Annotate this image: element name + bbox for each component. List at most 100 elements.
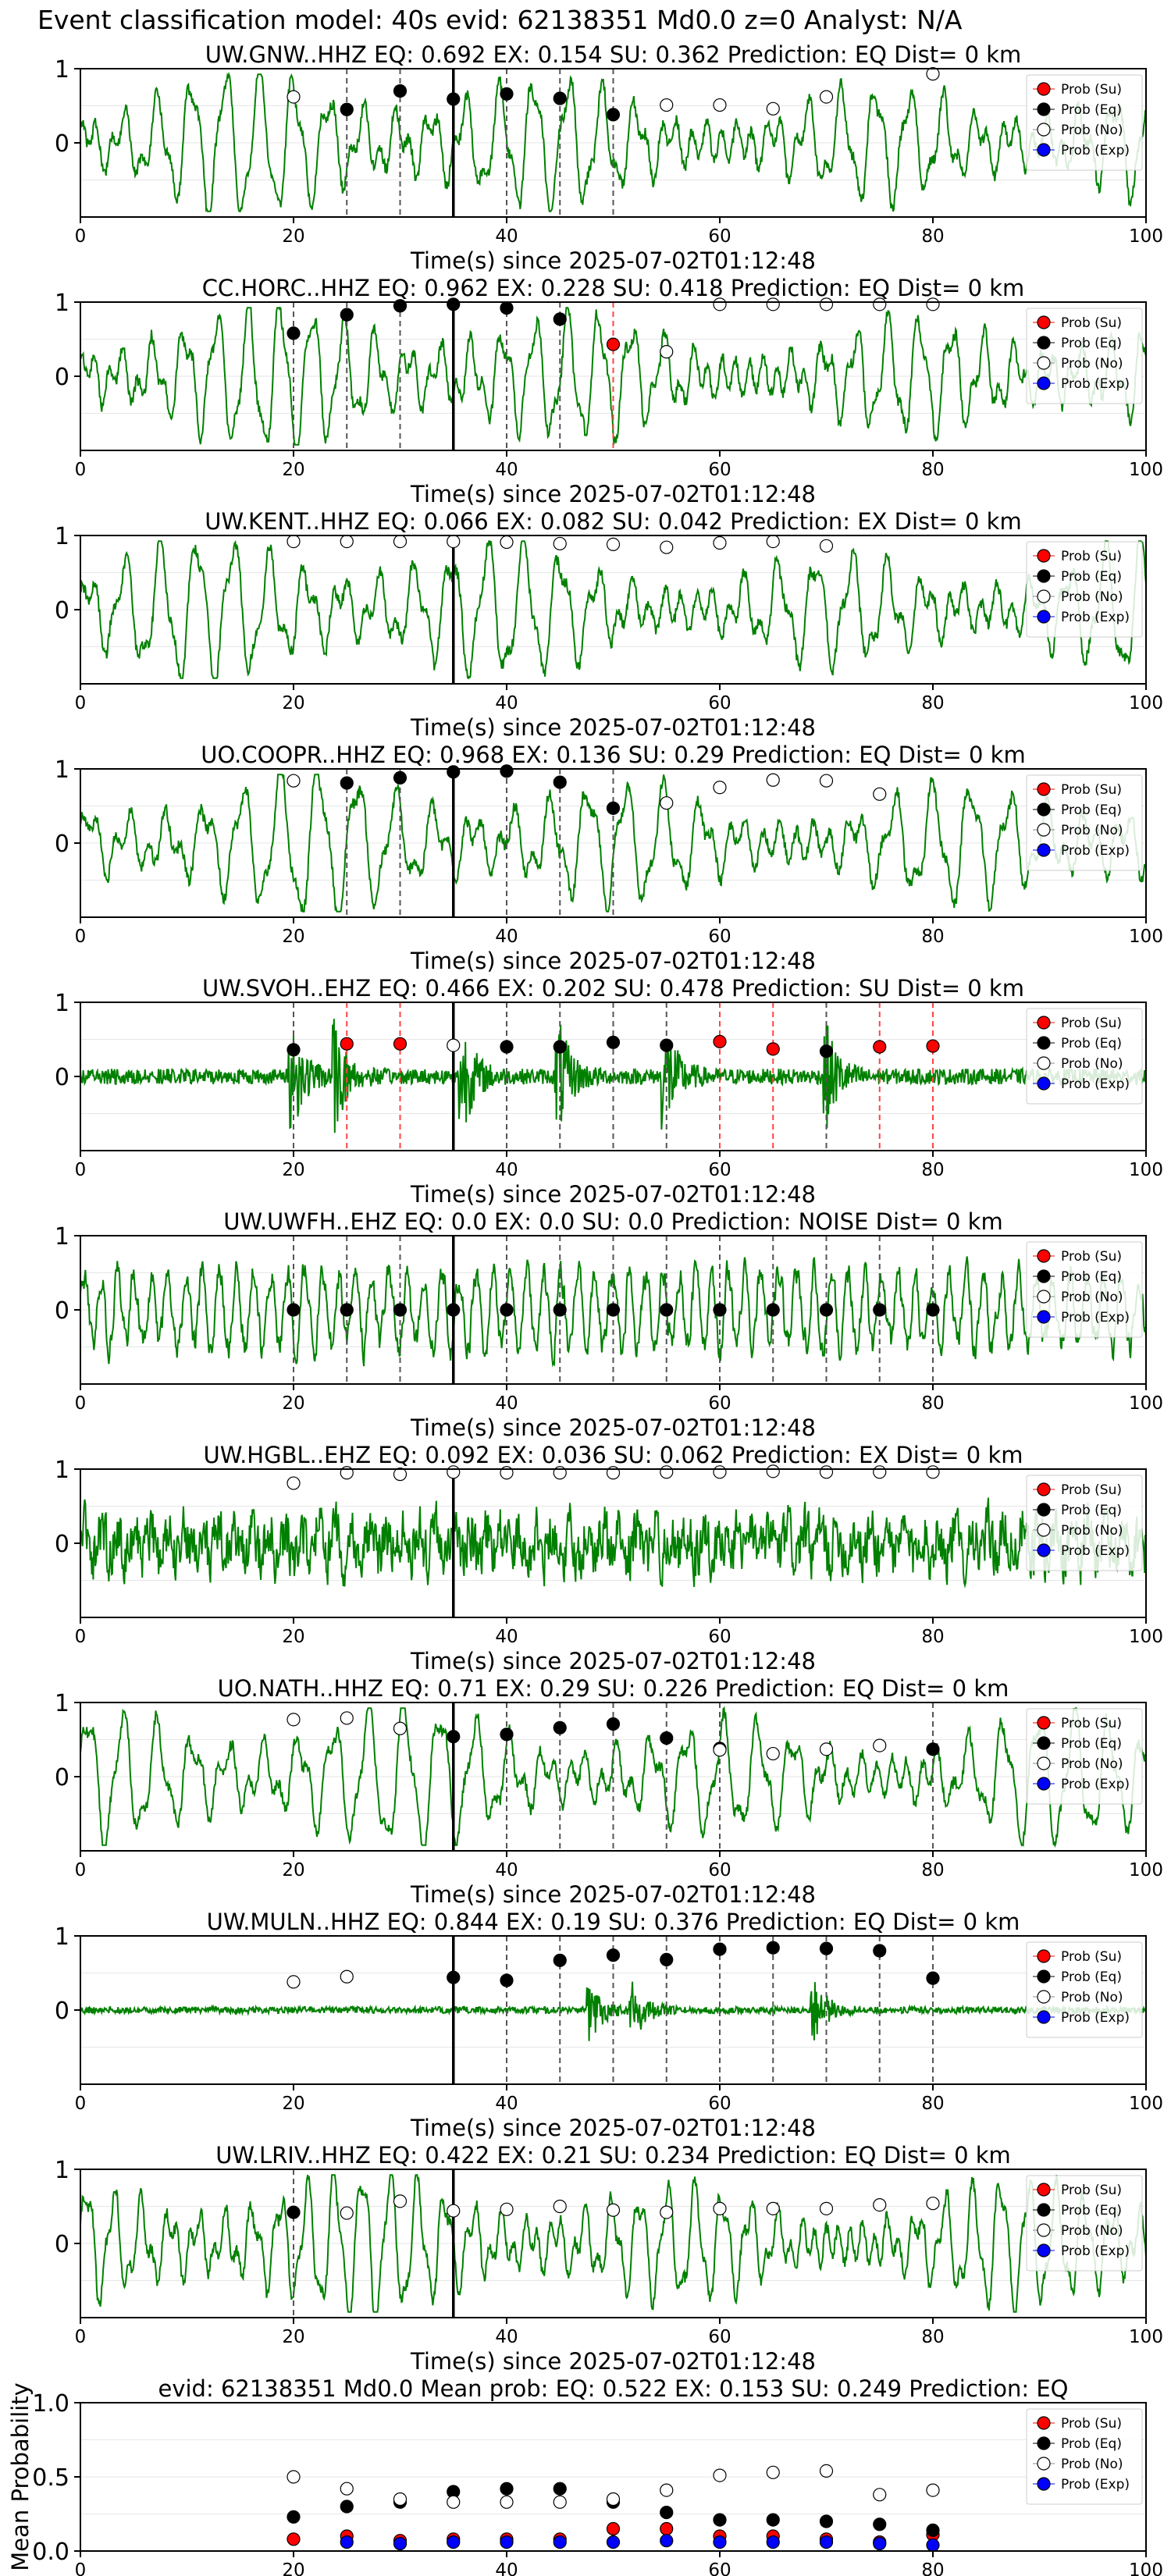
legend-marker-eq: [1037, 1036, 1051, 1050]
prob-marker-no: [340, 2206, 354, 2220]
prob-marker-no: [713, 2201, 727, 2215]
x-tick-label: 0: [75, 1627, 87, 1647]
legend-label-no: Prob (No): [1061, 123, 1123, 138]
prob-marker-no: [606, 2203, 621, 2217]
y-tick-label: 1: [55, 990, 69, 1017]
prob-marker-eq: [660, 1038, 674, 1052]
panel-9: UW.MULN..HHZ EQ: 0.844 EX: 0.19 SU: 0.37…: [55, 1909, 1163, 2141]
mean-marker-no: [713, 2468, 727, 2482]
x-axis-label: Time(s) since 2025-07-02T01:12:48: [410, 247, 816, 274]
prob-marker-eq: [660, 1952, 674, 1966]
y-tick-label: 1.0: [32, 2390, 69, 2418]
prob-marker-no: [766, 1464, 780, 1478]
prob-marker-su: [873, 1040, 887, 1054]
prob-marker-no: [447, 2204, 461, 2218]
prob-marker-eq: [873, 1303, 887, 1317]
mean-marker-no: [766, 2465, 780, 2479]
panel-title: UW.SVOH..EHZ EQ: 0.466 EX: 0.202 SU: 0.4…: [202, 975, 1024, 1002]
mean-marker-exp: [660, 2534, 674, 2548]
waveform-trace: [80, 1497, 1147, 1589]
panel-5: UW.SVOH..EHZ EQ: 0.466 EX: 0.202 SU: 0.4…: [55, 975, 1163, 1208]
legend-marker-su: [1037, 549, 1051, 563]
prob-marker-no: [713, 297, 727, 311]
x-tick-label: 0: [75, 1160, 87, 1180]
legend-label-no: Prob (No): [1061, 1290, 1123, 1305]
legend-label-su: Prob (Su): [1061, 549, 1122, 564]
prob-marker-no: [393, 1468, 408, 1482]
y-tick-label: 0: [55, 831, 69, 858]
y-tick-label: 1: [55, 756, 69, 784]
x-axis-label: Time(s) since 2025-07-02T01:12:48: [410, 1414, 816, 1441]
legend-box: [1026, 774, 1143, 871]
legend-marker-eq: [1037, 2436, 1051, 2450]
panel-title: UW.MULN..HHZ EQ: 0.844 EX: 0.19 SU: 0.37…: [207, 1909, 1020, 1935]
x-tick-label: 40: [495, 2327, 518, 2347]
legend-marker-eq: [1037, 802, 1051, 817]
prob-marker-no: [926, 297, 940, 311]
prob-marker-no: [819, 539, 834, 553]
mean-marker-exp: [553, 2535, 567, 2549]
prob-marker-no: [340, 1711, 354, 1725]
panel-3: UW.KENT..HHZ EQ: 0.066 EX: 0.082 SU: 0.0…: [55, 508, 1163, 741]
prob-marker-no: [287, 534, 301, 549]
prob-marker-no: [287, 1713, 301, 1727]
x-tick-label: 60: [708, 927, 731, 947]
legend-label-exp: Prob (Exp): [1061, 143, 1130, 158]
prob-marker-eq: [553, 1040, 567, 1054]
prob-marker-eq: [553, 1953, 567, 1967]
legend-box: [1026, 74, 1143, 171]
mean-marker-no: [340, 2482, 354, 2496]
x-tick-label: 20: [282, 2094, 304, 2114]
legend-label-no: Prob (No): [1061, 1756, 1123, 1772]
x-tick-label: 0: [75, 2560, 87, 2576]
prob-marker-no: [340, 1969, 354, 1984]
prob-marker-no: [340, 534, 354, 549]
mean-marker-exp: [606, 2535, 621, 2549]
panel-2: CC.HORC..HHZ EQ: 0.962 EX: 0.228 SU: 0.4…: [55, 275, 1163, 507]
y-tick-label: 0.5: [32, 2464, 69, 2492]
legend-label-su: Prob (Su): [1061, 1482, 1122, 1498]
legend-label-exp: Prob (Exp): [1061, 1543, 1130, 1559]
prob-marker-no: [873, 1465, 887, 1479]
prob-marker-eq: [553, 775, 567, 789]
legend-marker-exp: [1037, 1543, 1051, 1557]
legend-box: [1026, 1008, 1143, 1105]
mean-marker-eq: [660, 2506, 674, 2520]
prob-marker-no: [287, 1476, 301, 1490]
prob-marker-eq: [606, 1948, 621, 1962]
prob-marker-no: [713, 535, 727, 550]
x-tick-label: 20: [282, 1860, 304, 1880]
panel-4: UO.COOPR..HHZ EQ: 0.968 EX: 0.136 SU: 0.…: [55, 742, 1163, 974]
x-tick-label: 20: [282, 226, 304, 247]
legend-marker-exp: [1037, 1310, 1051, 1324]
legend-marker-exp: [1037, 2243, 1051, 2258]
legend-marker-no: [1037, 1990, 1051, 2004]
y-tick-label: 0.0: [32, 2539, 69, 2566]
x-tick-label: 80: [921, 1160, 944, 1180]
prob-marker-no: [766, 773, 780, 787]
waveform-trace: [80, 1706, 1147, 1848]
prob-marker-no: [287, 90, 301, 104]
legend-label-su: Prob (Su): [1061, 315, 1122, 331]
waveform-trace: [80, 539, 1147, 680]
x-tick-label: 0: [75, 2094, 87, 2114]
legend-box: [1026, 541, 1143, 638]
legend: Prob (Su) Prob (Eq) Prob (No) Prob (Exp): [1026, 308, 1143, 404]
legend-marker-exp: [1037, 143, 1051, 157]
x-tick-label: 0: [75, 226, 87, 247]
mean-marker-exp: [393, 2536, 408, 2551]
x-tick-label: 20: [282, 2560, 304, 2576]
y-tick-label: 0: [55, 130, 69, 158]
legend-label-eq: Prob (Eq): [1061, 569, 1122, 585]
mean-marker-exp: [819, 2535, 834, 2549]
x-tick-label: 40: [495, 927, 518, 947]
legend-label-no: Prob (No): [1061, 1990, 1123, 2005]
prob-marker-no: [660, 345, 674, 359]
mean-marker-no: [660, 2483, 674, 2497]
prob-marker-eq: [713, 1303, 727, 1317]
figure-title: Event classification model: 40s evid: 62…: [37, 5, 963, 35]
y-tick-label: 0: [55, 1531, 69, 1558]
x-axis-label: Time(s) since 2025-07-02T01:12:48: [410, 714, 816, 741]
prob-marker-no: [660, 2205, 674, 2219]
